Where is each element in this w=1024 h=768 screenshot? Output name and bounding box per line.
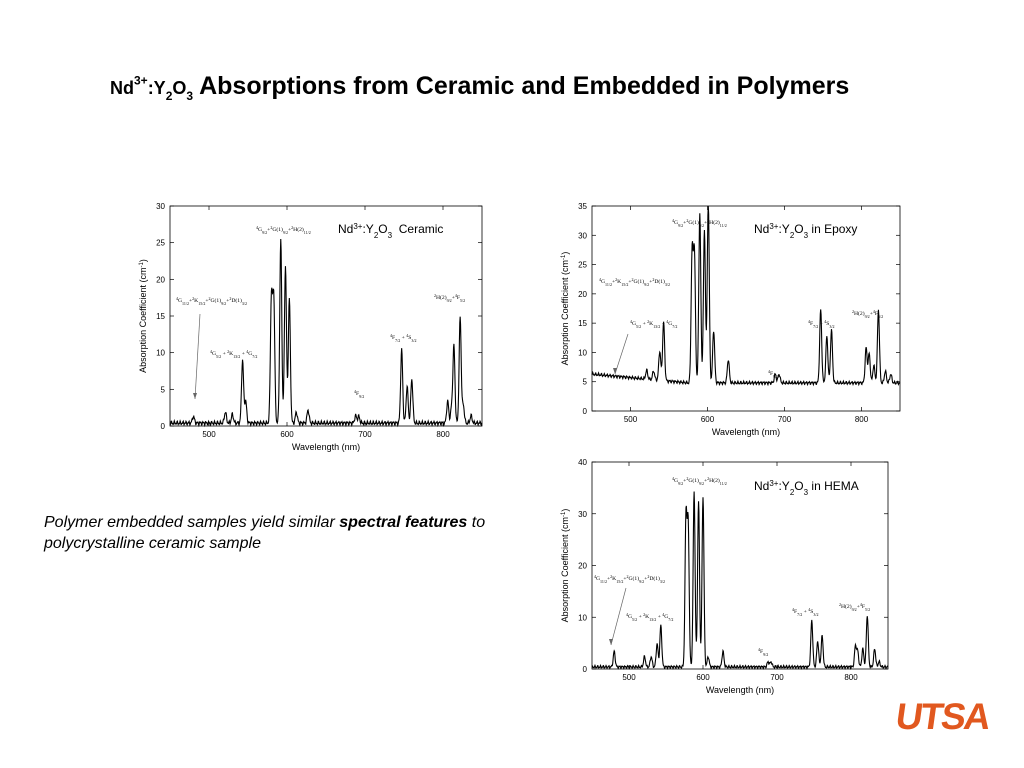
y-tick-label: 20 [578,290,587,299]
peak-annotation: 2H(2)9/2+4F5/2 [839,602,870,612]
peak-annotation: 4F9/2 [768,369,778,379]
spectrum-line [169,238,483,428]
x-tick-label: 800 [844,673,858,682]
y-tick-label: 5 [161,385,166,394]
annotation-arrow [610,587,627,646]
hema-chart: 500 600 700 800 0 10 20 30 40 Wavelength (nm) Abso… [560,458,889,695]
title-text: Absorptions from Ceramic and Embedded in… [193,72,850,100]
y-tick-label: 30 [156,202,165,211]
peak-annotation: 4G5/2 + 2K13/2 + 4G7/2 [626,612,673,622]
annotation-arrow [614,333,629,375]
peak-annotation: 4F7/2 + 4S3/2 [390,333,416,343]
epoxy-chart: 500 600 700 800 0 5 10 15 20 25 30 35 Wavelength (nm… [560,202,901,437]
arrow-head [613,368,617,374]
x-tick-label: 700 [770,673,784,682]
x-tick-label: 700 [358,430,372,439]
y-tick-label: 25 [578,261,587,270]
peak-annotation: 4G9/2+2G(1)9/2+2H(2)11/2 [672,218,727,228]
x-tick-label: 500 [202,430,216,439]
y-tick-label: 30 [578,510,587,519]
peak-annotation: 2H(2)9/2+4F5/2 [852,309,883,319]
x-tick-label: 700 [778,415,792,424]
y-tick-label: 15 [578,319,587,328]
caption-text: Polymer embedded samples yield similar s… [44,512,514,554]
utsa-logo: UTSA [893,696,992,737]
plot-frame [591,205,901,412]
y-tick-label: 35 [578,202,587,211]
spectrum-line [591,205,901,387]
x-tick-label: 500 [624,415,638,424]
peak-annotation: 4F7/2 + 4S3/2 [792,607,818,617]
x-axis-label: Wavelength (nm) [712,427,780,437]
x-tick-label: 600 [701,415,715,424]
peak-annotation: 4G11/2+2K15/2+2G(1)9/2+2D(1)3/2 [599,277,670,287]
title-nd: Nd [110,78,134,98]
peak-annotation: 4F7/2 + 4S3/2 [808,319,834,329]
x-tick-label: 500 [622,673,636,682]
title-y: :Y [147,78,166,98]
y-axis-label: Absorption Coefficient (cm-1) [138,259,148,373]
chart-title: Nd3+:Y2O3 in HEMA [754,479,859,497]
plot-frame [591,461,889,670]
x-axis-label: Wavelength (nm) [292,442,360,452]
caption-part2: to polycrystalline ceramic sample [44,514,486,552]
title-sup: 3+ [134,73,148,88]
y-tick-label: 20 [578,562,587,571]
arrow-head [609,639,613,645]
peak-annotation: 4G5/2 + 2K13/2 + 4G7/2 [210,349,257,359]
y-tick-label: 0 [161,422,166,431]
peak-annotation: 4G9/2+2G(1)9/2+2H(2)11/2 [672,476,727,486]
caption-part1: Polymer embedded samples yield similar [44,514,340,531]
y-tick-label: 15 [156,312,165,321]
y-tick-label: 20 [156,275,165,284]
x-tick-label: 600 [696,673,710,682]
y-axis-label: Absorption Coefficient (cm-1) [560,509,570,623]
peak-annotation: 4F9/2 [758,647,768,657]
peak-annotation: 4G5/2 + 2K13/2 + 4G7/2 [630,319,677,329]
x-axis-label: Wavelength (nm) [706,685,774,695]
y-axis-label: Absorption Coefficient (cm-1) [560,252,570,366]
peak-annotation: 4F9/2 [354,389,364,399]
peak-annotation: 4G11/2+2K15/2+2G(1)9/2+2D(1)3/2 [176,296,247,306]
title-sub1: 2 [165,89,173,103]
y-tick-label: 40 [578,458,587,467]
page-title: Nd3+:Y2O3 Absorptions from Ceramic and E… [110,72,990,103]
chart-title: Nd3+:Y2O3 in Epoxy [754,222,857,240]
x-tick-label: 800 [855,415,869,424]
y-tick-label: 0 [583,665,588,674]
caption-bold1: spectral [339,514,401,531]
y-tick-label: 25 [156,239,165,248]
plot-frame [169,205,483,427]
peak-annotation: 4G11/2+2K15/2+2G(1)9/2+2D(1)3/2 [594,574,665,584]
y-tick-label: 5 [583,378,588,387]
annotation-arrow [194,313,201,400]
y-tick-label: 10 [578,613,587,622]
spectrum-line [591,491,889,671]
title-o: O [172,78,187,98]
y-tick-label: 0 [583,407,588,416]
y-tick-label: 10 [156,349,165,358]
x-tick-label: 800 [436,430,450,439]
caption-bold2: features [405,514,468,531]
title-sub2: 3 [186,89,194,103]
y-tick-label: 10 [578,348,587,357]
arrow-head [193,393,197,399]
peak-annotation: 2H(2)9/2+4F5/2 [434,293,465,303]
x-tick-label: 600 [280,430,294,439]
chart-title: Nd3+:Y2O3 Ceramic [338,222,443,240]
peak-annotation: 4G9/2+2G(1)9/2+2H(2)11/2 [256,225,311,235]
ceramic-chart: 500 600 700 800 0 5 10 15 20 25 30 Wavelength (nm) A… [138,202,483,452]
y-tick-label: 30 [578,231,587,240]
